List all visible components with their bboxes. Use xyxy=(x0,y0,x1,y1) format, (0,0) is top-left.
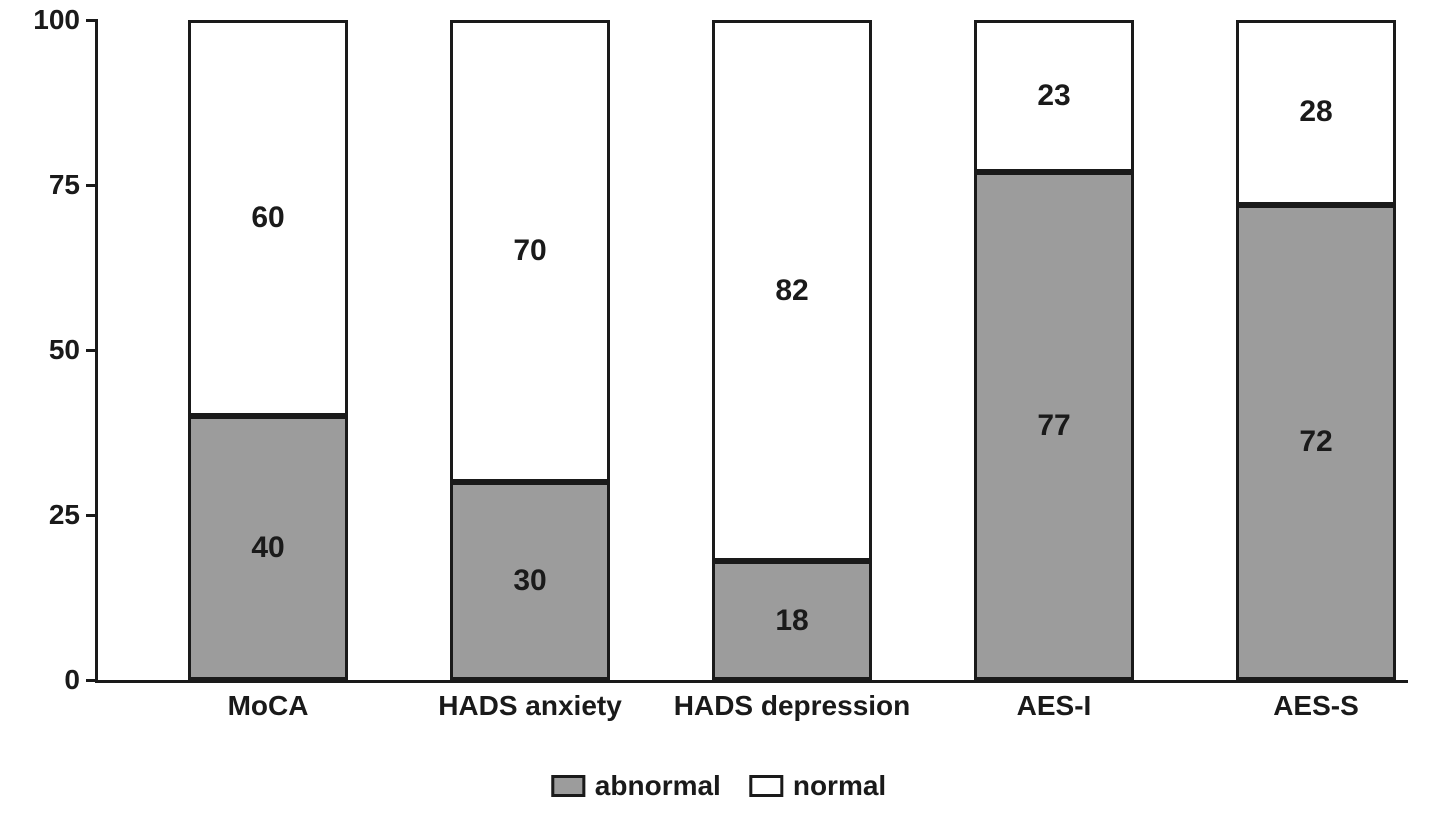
bar: 72 28 xyxy=(1236,20,1396,680)
bar-segment-abnormal: 30 xyxy=(450,482,610,680)
bar-segment-normal: 82 xyxy=(712,20,872,561)
x-category-label: AES-I xyxy=(1017,690,1092,722)
bar-segment-abnormal: 18 xyxy=(712,561,872,680)
bar-segment-abnormal: 77 xyxy=(974,172,1134,680)
bar-value-label: 30 xyxy=(513,564,546,598)
bar-segment-abnormal: 40 xyxy=(188,416,348,680)
bar-value-label: 70 xyxy=(513,234,546,268)
bar-segment-abnormal: 72 xyxy=(1236,205,1396,680)
legend-item-normal: normal xyxy=(749,770,886,802)
bar: 1882 xyxy=(712,20,872,680)
bar: 77 23 xyxy=(974,20,1134,680)
bar-segment-normal: 70 xyxy=(450,20,610,482)
y-tick-label: 75 xyxy=(49,169,80,201)
bar-segment-normal: 28 xyxy=(1236,20,1396,205)
bar: 40 60 xyxy=(188,20,348,680)
y-tick-label: 25 xyxy=(49,499,80,531)
y-tick xyxy=(86,514,98,517)
bar-value-label: 23 xyxy=(1037,79,1070,113)
x-category-label: AES-S xyxy=(1273,690,1359,722)
bar-value-label: 18 xyxy=(775,604,808,638)
x-category-label: HADS depression xyxy=(674,690,911,722)
x-category-label: HADS anxiety xyxy=(438,690,622,722)
legend-label: normal xyxy=(793,770,886,802)
y-tick-label: 100 xyxy=(33,4,80,36)
legend-swatch xyxy=(749,775,783,797)
bar-value-label: 82 xyxy=(775,274,808,308)
bar-segment-normal: 23 xyxy=(974,20,1134,172)
bar-value-label: 72 xyxy=(1299,425,1332,459)
bar-value-label: 60 xyxy=(251,201,284,235)
y-tick xyxy=(86,184,98,187)
legend-item-abnormal: abnormal xyxy=(551,770,721,802)
bar-segment-normal: 60 xyxy=(188,20,348,416)
y-tick xyxy=(86,349,98,352)
legend-label: abnormal xyxy=(595,770,721,802)
bar-value-label: 77 xyxy=(1037,409,1070,443)
bar: 30 70 xyxy=(450,20,610,680)
x-category-label: MoCA xyxy=(228,690,309,722)
bar-value-label: 28 xyxy=(1299,95,1332,129)
y-tick xyxy=(86,19,98,22)
bar-value-label: 40 xyxy=(251,531,284,565)
y-tick-label: 0 xyxy=(64,664,80,696)
y-tick xyxy=(86,679,98,682)
chart-plot-area: 02550751004060MoCA3070HADS anxiety1882HA… xyxy=(95,20,1408,683)
legend-swatch xyxy=(551,775,585,797)
chart-legend: abnormal normal xyxy=(551,770,886,802)
y-tick-label: 50 xyxy=(49,334,80,366)
